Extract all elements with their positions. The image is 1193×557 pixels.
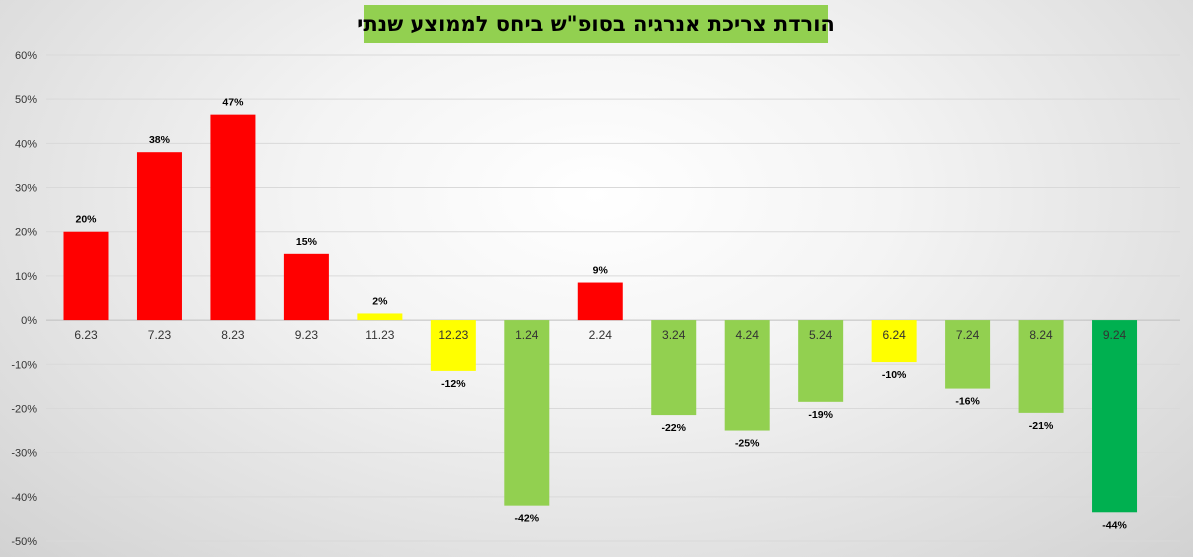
x-tick-label: 2.24 bbox=[589, 328, 613, 342]
data-label: -42% bbox=[515, 513, 540, 525]
x-tick-label: 1.24 bbox=[515, 328, 539, 342]
y-tick-label: 50% bbox=[15, 94, 37, 106]
y-tick-label: 20% bbox=[15, 227, 37, 239]
data-label: -21% bbox=[1029, 420, 1054, 432]
data-label: -25% bbox=[735, 438, 760, 450]
bar bbox=[210, 114, 256, 321]
bar bbox=[1018, 320, 1064, 413]
y-tick-label: 40% bbox=[15, 138, 37, 150]
data-label: 47% bbox=[222, 97, 244, 109]
y-tick-label: -20% bbox=[11, 403, 37, 415]
x-tick-label: 7.24 bbox=[956, 328, 980, 342]
y-tick-label: 10% bbox=[15, 271, 37, 283]
data-label: 38% bbox=[149, 134, 171, 146]
bar bbox=[430, 320, 476, 371]
bar bbox=[871, 320, 917, 363]
x-tick-label: 7.23 bbox=[148, 328, 172, 342]
x-tick-label: 6.23 bbox=[74, 328, 98, 342]
data-label: -22% bbox=[661, 422, 686, 434]
data-label: -10% bbox=[882, 369, 907, 381]
x-tick-label: 9.23 bbox=[295, 328, 319, 342]
bar bbox=[798, 320, 844, 402]
bar bbox=[577, 282, 623, 321]
bar bbox=[63, 231, 109, 321]
bar bbox=[724, 320, 770, 431]
x-tick-label: 8.23 bbox=[221, 328, 245, 342]
y-tick-label: 30% bbox=[15, 183, 37, 195]
data-label: 20% bbox=[75, 214, 97, 226]
y-tick-label: -10% bbox=[11, 359, 37, 371]
data-label: -19% bbox=[808, 409, 833, 421]
data-label: 15% bbox=[296, 236, 318, 248]
data-label: -12% bbox=[441, 378, 466, 390]
bar bbox=[504, 320, 550, 506]
x-tick-label: 5.24 bbox=[809, 328, 833, 342]
x-tick-label: 6.24 bbox=[882, 328, 906, 342]
bar bbox=[651, 320, 697, 416]
bar bbox=[357, 313, 403, 321]
x-tick-label: 3.24 bbox=[662, 328, 686, 342]
bar bbox=[1092, 320, 1138, 513]
y-tick-label: 0% bbox=[21, 315, 37, 327]
bar bbox=[136, 152, 182, 321]
y-tick-label: -50% bbox=[11, 536, 37, 548]
chart-title-box: הורדת צריכת אנרגיה בסופ"ש ביחס לממוצע שנ… bbox=[357, 5, 835, 43]
chart-title: הורדת צריכת אנרגיה בסופ"ש ביחס לממוצע שנ… bbox=[357, 12, 835, 36]
x-tick-label: 12.23 bbox=[438, 328, 468, 342]
data-label: 9% bbox=[593, 265, 609, 277]
data-label: 2% bbox=[372, 295, 388, 307]
x-tick-label: 4.24 bbox=[736, 328, 760, 342]
y-tick-label: -40% bbox=[11, 492, 37, 504]
x-tick-label: 9.24 bbox=[1103, 328, 1127, 342]
bar bbox=[283, 253, 329, 321]
data-label: -44% bbox=[1102, 519, 1127, 531]
data-label: -16% bbox=[955, 396, 980, 408]
x-tick-label: 11.23 bbox=[365, 328, 394, 342]
x-tick-label: 8.24 bbox=[1029, 328, 1053, 342]
bar bbox=[945, 320, 991, 389]
y-tick-label: -30% bbox=[11, 448, 37, 460]
y-tick-label: 60% bbox=[15, 50, 37, 62]
